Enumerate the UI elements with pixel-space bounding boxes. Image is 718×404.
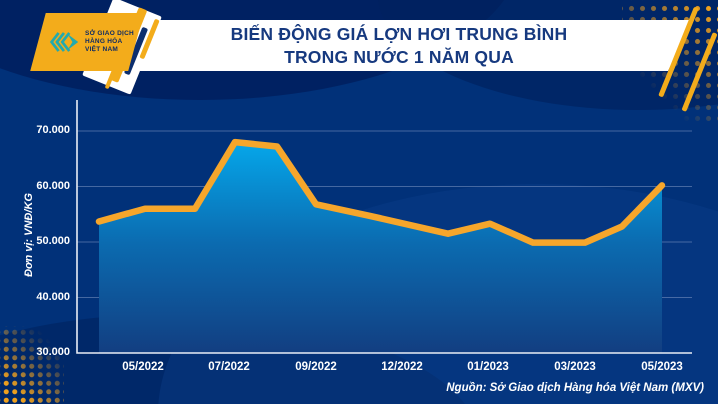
y-tick-label: 60.000 [36, 179, 70, 192]
title-band: BIẾN ĐỘNG GIÁ LỢN HƠI TRUNG BÌNH TRONG N… [104, 20, 694, 71]
logo-text-line3: VIỆT NAM [85, 46, 119, 53]
mxv-logo-arrow [67, 34, 79, 50]
chart-title-line1: BIẾN ĐỘNG GIÁ LỢN HƠI TRUNG BÌNH [230, 23, 568, 44]
x-tick-label: 03/2023 [554, 361, 596, 373]
area-fill [99, 142, 662, 353]
x-tick-label: 07/2022 [208, 361, 250, 373]
logo-text-line2: HÀNG HÓA [85, 38, 123, 45]
x-tick-label: 05/2022 [122, 361, 164, 373]
y-tick-label: 70.000 [36, 124, 70, 136]
axis-border [76, 100, 692, 354]
x-tick-label: 05/2023 [641, 361, 683, 373]
logo-text-line1: SỞ GIAO DỊCH [85, 30, 134, 37]
x-tick-label: 12/2022 [381, 361, 423, 373]
y-axis-unit-label: Đơn vị: VNĐ/KG [23, 193, 35, 277]
halftone-dots-bottom-left [0, 326, 64, 404]
x-tick-label: 01/2023 [467, 361, 509, 373]
mxv-logo-text: SỞ GIAO DỊCH HÀNG HÓA VIỆT NAM [85, 30, 134, 54]
y-tick-label: 40.000 [36, 290, 70, 303]
mxv-logo: SỞ GIAO DỊCH HÀNG HÓA VIỆT NAM [30, 13, 144, 71]
y-tick-label: 30.000 [36, 346, 70, 358]
x-tick-label: 09/2022 [295, 361, 337, 373]
chart-title-line2: TRONG NƯỚC 1 NĂM QUA [284, 46, 514, 67]
price-line [95, 138, 666, 246]
mxv-logo-icon [49, 32, 79, 52]
source-attribution: Nguồn: Sở Giao dịch Hàng hóa Việt Nam (M… [446, 382, 704, 394]
y-tick-label: 50.000 [36, 235, 70, 247]
